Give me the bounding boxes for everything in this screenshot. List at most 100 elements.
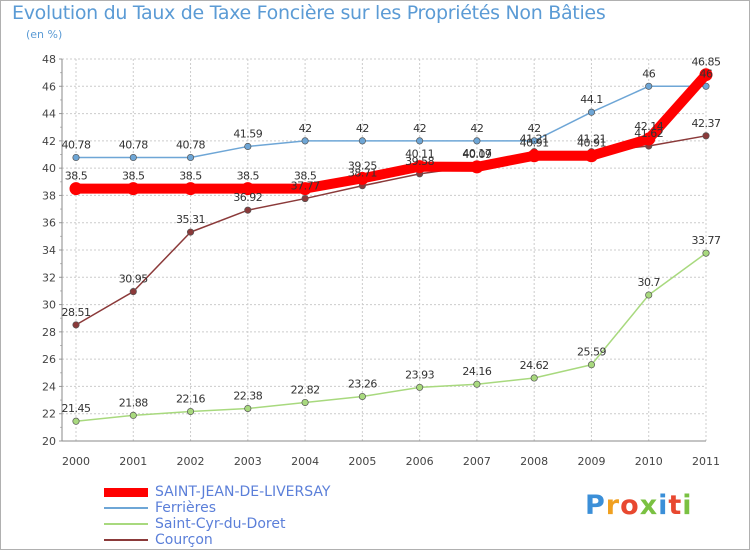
- legend-label: Saint-Cyr-du-Doret: [155, 516, 286, 532]
- data-point: [702, 82, 710, 90]
- y-tick-label: 30: [42, 299, 56, 312]
- data-label: 24.62: [520, 359, 549, 372]
- x-tick-label: 2003: [234, 455, 262, 468]
- y-tick-label: 38: [42, 189, 56, 202]
- data-label: 38.71: [348, 167, 377, 180]
- data-label: 40.91: [577, 137, 606, 150]
- data-label: 40.91: [520, 137, 549, 150]
- y-tick-label: 24: [42, 380, 56, 393]
- data-point: [413, 160, 427, 174]
- data-point: [72, 417, 80, 425]
- data-point: [244, 206, 252, 214]
- data-point: [355, 171, 369, 185]
- data-label: 30.95: [119, 273, 148, 286]
- data-point: [530, 137, 538, 145]
- x-tick-label: 2004: [291, 455, 319, 468]
- x-tick-label: 2009: [577, 455, 605, 468]
- legend-swatch: [104, 507, 148, 509]
- data-point: [587, 108, 596, 116]
- data-label: 24.16: [462, 365, 491, 378]
- data-point: [69, 182, 83, 196]
- legend-swatch: [104, 488, 148, 497]
- data-label: 40.17: [462, 147, 491, 160]
- y-tick-label: 40: [42, 162, 56, 175]
- data-label: 39.58: [405, 155, 434, 168]
- x-tick-label: 2011: [692, 455, 720, 468]
- logo-letter: r: [605, 490, 621, 521]
- data-point: [186, 228, 195, 236]
- data-point: [186, 153, 195, 162]
- x-tick-label: 2007: [463, 455, 491, 468]
- data-point: [358, 392, 366, 401]
- legend-item: SAINT-JEAN-DE-LIVERSAY: [104, 484, 434, 500]
- data-label: 39.25: [348, 159, 377, 172]
- x-tick-label: 2002: [177, 455, 205, 468]
- data-point: [301, 137, 309, 145]
- logo-letter: o: [620, 490, 640, 521]
- y-tick-label: 48: [42, 53, 56, 66]
- data-point: [241, 182, 255, 196]
- chart-unit: (en %): [26, 28, 63, 41]
- data-label: 42: [470, 122, 483, 135]
- data-point: [645, 82, 653, 90]
- data-point: [473, 380, 481, 388]
- y-tick-label: 42: [42, 135, 56, 148]
- data-label: 40.78: [62, 139, 91, 152]
- data-point: [358, 137, 366, 145]
- data-point: [129, 411, 137, 419]
- y-tick-label: 32: [42, 271, 56, 284]
- data-label: 40.09: [462, 148, 491, 161]
- x-tick-label: 2010: [635, 455, 663, 468]
- data-label: 38.5: [237, 170, 260, 183]
- x-tick-label: 2000: [62, 455, 90, 468]
- data-point: [301, 195, 309, 203]
- legend-label: Courçon: [155, 532, 213, 548]
- x-tick-label: 2006: [406, 455, 434, 468]
- data-point: [416, 137, 424, 145]
- data-label: 46: [700, 67, 713, 80]
- logo-letter: i: [658, 490, 669, 521]
- proxiti-logo: Proxiti: [585, 490, 693, 521]
- data-label: 30.7: [637, 276, 660, 289]
- data-point: [470, 160, 484, 174]
- data-label: 38.5: [65, 170, 88, 183]
- data-point: [642, 132, 656, 146]
- data-label: 23.93: [405, 368, 434, 381]
- legend-item: Saint-Cyr-du-Doret: [104, 516, 434, 532]
- data-label: 40.78: [176, 139, 205, 152]
- data-label: 41.21: [577, 133, 606, 146]
- y-tick-label: 44: [42, 108, 56, 121]
- legend-swatch: [104, 539, 148, 541]
- x-tick-label: 2001: [119, 455, 147, 468]
- data-label: 46: [642, 67, 655, 80]
- data-point: [702, 249, 710, 257]
- data-label: 42: [356, 122, 369, 135]
- legend-label: SAINT-JEAN-DE-LIVERSAY: [155, 484, 331, 500]
- data-point: [301, 398, 309, 407]
- data-point: [129, 153, 137, 162]
- y-tick-label: 36: [42, 217, 56, 230]
- data-point: [699, 68, 713, 82]
- data-point: [584, 149, 598, 163]
- data-label: 36.92: [233, 191, 262, 204]
- data-label: 21.88: [119, 396, 148, 409]
- y-tick-label: 22: [42, 408, 56, 421]
- data-label: 41.59: [233, 127, 262, 140]
- data-label: 42: [413, 122, 426, 135]
- y-tick-label: 34: [42, 244, 56, 257]
- data-label: 42.14: [634, 120, 663, 133]
- data-label: 42: [528, 122, 541, 135]
- data-label: 23.26: [348, 378, 377, 391]
- data-point: [184, 182, 198, 196]
- data-point: [129, 288, 137, 296]
- data-label: 41.62: [634, 127, 663, 140]
- data-point: [645, 291, 653, 299]
- data-point: [702, 132, 710, 140]
- y-tick-label: 20: [42, 435, 56, 448]
- logo-letter: P: [585, 490, 606, 521]
- data-label: 41.21: [520, 133, 549, 146]
- data-point: [530, 374, 538, 382]
- legend: SAINT-JEAN-DE-LIVERSAY Ferrières Saint-Cyr…: [104, 484, 434, 548]
- data-label: 38.5: [122, 170, 145, 183]
- data-point: [416, 383, 424, 391]
